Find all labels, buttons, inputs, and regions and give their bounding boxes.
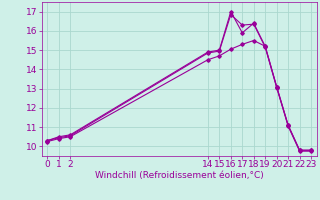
X-axis label: Windchill (Refroidissement éolien,°C): Windchill (Refroidissement éolien,°C) — [95, 171, 264, 180]
